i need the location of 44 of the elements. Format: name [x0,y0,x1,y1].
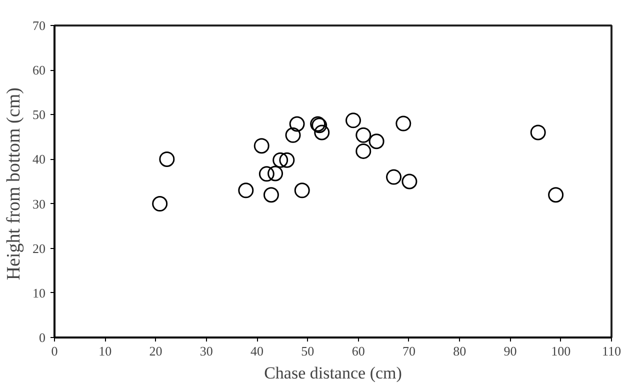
x-tick-label: 40 [250,344,264,358]
x-axis-title: Chase distance (cm) [264,364,402,382]
x-tick-label: 50 [301,344,314,358]
point [346,112,362,128]
point [238,182,254,198]
y-tick-label: 40 [32,152,46,167]
point [314,124,330,140]
point [386,169,402,185]
point [368,134,384,150]
y-tick-label: 70 [32,18,46,33]
x-tick-label: 20 [149,344,162,358]
point [356,143,372,159]
y-tick-label: 60 [32,62,46,78]
y-tick-label: 50 [32,107,46,122]
y-tick-label: 30 [32,196,46,212]
x-tick-label: 80 [453,344,466,358]
point [263,187,279,203]
x-tick-label: 10 [98,344,112,358]
y-axis-title: Height from bottom (cm) [4,88,24,280]
point [396,116,412,132]
y-tick-label: 10 [32,285,46,300]
point [258,166,274,182]
y-tick-label: 0 [39,330,46,345]
point [268,166,284,182]
point [159,151,175,167]
point [254,138,270,154]
x-tick-label: 30 [200,344,213,358]
point [152,196,168,212]
x-tick-label: 90 [504,344,517,358]
x-tick-label: 0 [51,344,58,358]
point [289,116,305,132]
point [279,152,295,168]
point [356,127,372,143]
point [402,174,418,190]
y-tick-label: 20 [32,240,46,256]
x-tick-label: 70 [402,344,416,358]
point [272,152,288,168]
point [294,182,310,198]
point [548,187,564,203]
x-tick-label: 110 [602,344,621,358]
x-tick-label: 60 [352,344,365,358]
point [285,127,301,143]
point [530,124,546,140]
x-tick-label: 100 [551,344,571,358]
